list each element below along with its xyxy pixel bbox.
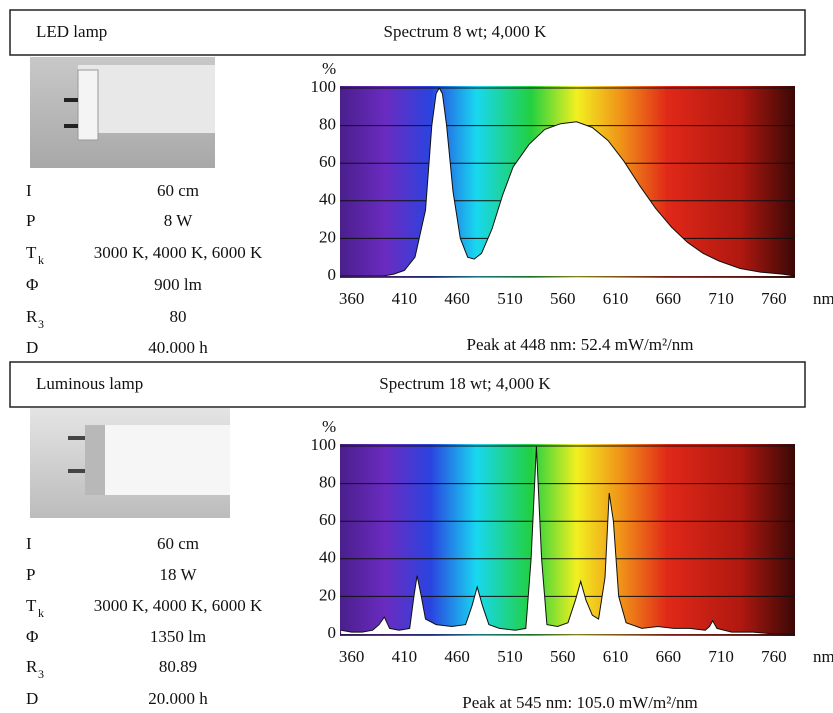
y-tick-label: 0: [328, 623, 337, 642]
y-tick-label: 60: [319, 152, 336, 171]
y-tick-label: 80: [319, 473, 336, 492]
spectrum-background: [340, 444, 795, 636]
spec-value: 1350 lm: [150, 627, 206, 646]
y-tick-label: 60: [319, 510, 336, 529]
spec-symbol: Φ: [26, 627, 38, 646]
header-box: [9, 9, 806, 56]
spec-subscript: 3: [38, 667, 44, 681]
spec-symbol: R: [26, 657, 38, 676]
x-tick-label: 510: [497, 647, 523, 666]
spec-subscript: k: [38, 606, 44, 620]
spec-value: 8 W: [164, 211, 193, 230]
x-axis-label: nm: [813, 647, 833, 666]
x-tick-label: 560: [550, 647, 576, 666]
y-tick-label: 40: [319, 548, 336, 567]
y-tick-label: 0: [328, 265, 337, 284]
spec-value: 18 W: [160, 565, 198, 584]
spec-symbol: P: [26, 565, 35, 584]
header-box: [9, 361, 806, 408]
x-tick-label: 710: [708, 647, 734, 666]
spec-value: 80: [170, 307, 187, 326]
spec-symbol: P: [26, 211, 35, 230]
spec-value: 3000 K, 4000 K, 6000 K: [94, 243, 263, 262]
peak-caption: Peak at 448 nm: 52.4 mW/m²/nm: [466, 335, 693, 354]
spec-value: 60 cm: [157, 181, 199, 200]
x-axis-label: nm: [813, 289, 833, 308]
spec-subscript: 3: [38, 317, 44, 331]
peak-caption: Peak at 545 nm: 105.0 mW/m²/nm: [462, 693, 698, 712]
x-tick-label: 510: [497, 289, 523, 308]
x-tick-label: 460: [444, 647, 470, 666]
y-tick-label: 40: [319, 190, 336, 209]
y-tick-label: 100: [311, 77, 337, 96]
spec-symbol: D: [26, 689, 38, 708]
spectrum-title: Spectrum 18 wt; 4,000 K: [379, 374, 551, 393]
x-tick-label: 660: [656, 289, 682, 308]
y-tick-label: 100: [311, 435, 337, 454]
y-tick-label: 20: [319, 227, 336, 246]
spec-value: 80.89: [159, 657, 197, 676]
y-tick-label: 80: [319, 115, 336, 134]
x-tick-label: 660: [656, 647, 682, 666]
spec-symbol: R: [26, 307, 38, 326]
x-tick-label: 560: [550, 289, 576, 308]
x-tick-label: 610: [603, 647, 629, 666]
spec-symbol: T: [26, 596, 37, 615]
spectrum-line: [341, 445, 795, 635]
spec-value: 40.000 h: [148, 338, 208, 357]
spec-value: 20.000 h: [148, 689, 208, 708]
spec-symbol: I: [26, 181, 32, 200]
x-tick-label: 360: [339, 289, 365, 308]
x-tick-label: 410: [392, 289, 418, 308]
spec-symbol: Φ: [26, 275, 38, 294]
x-tick-label: 610: [603, 289, 629, 308]
y-axis-label: %: [322, 59, 336, 78]
spec-value: 60 cm: [157, 534, 199, 553]
lamp-photo: [30, 408, 230, 518]
spectrum-title: Spectrum 8 wt; 4,000 K: [384, 22, 548, 41]
y-tick-label: 20: [319, 585, 336, 604]
area-fill: [383, 88, 795, 276]
lamp-photo: [30, 57, 215, 168]
x-tick-label: 760: [761, 647, 787, 666]
spec-subscript: k: [38, 253, 44, 267]
spec-symbol: I: [26, 534, 32, 553]
spec-symbol: D: [26, 338, 38, 357]
x-tick-label: 360: [339, 647, 365, 666]
spectrum-line: [383, 86, 796, 277]
y-axis-label: %: [322, 417, 336, 436]
spec-symbol: T: [26, 243, 37, 262]
spec-value: 900 lm: [154, 275, 202, 294]
x-tick-label: 460: [444, 289, 470, 308]
x-tick-label: 410: [392, 647, 418, 666]
spec-value: 3000 K, 4000 K, 6000 K: [94, 596, 263, 615]
lamp-name: LED lamp: [36, 22, 107, 41]
x-tick-label: 760: [761, 289, 787, 308]
x-tick-label: 710: [708, 289, 734, 308]
lamp-name: Luminous lamp: [36, 374, 143, 393]
